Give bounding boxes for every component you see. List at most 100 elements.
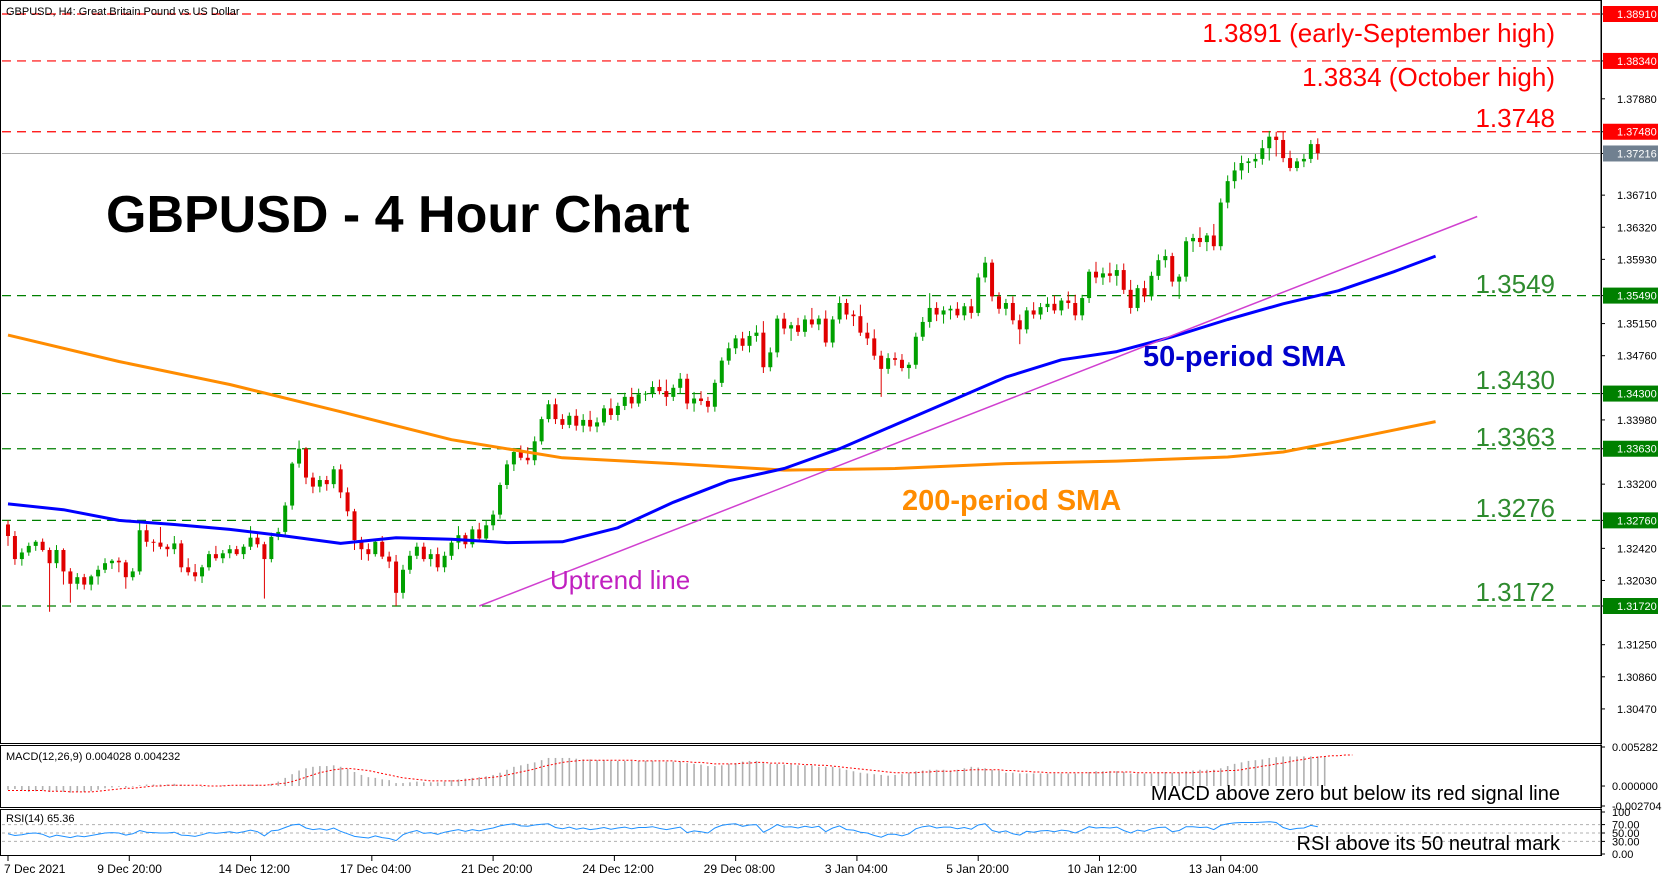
sma200-line [7, 333, 1436, 472]
level-tag-4: 1.35490 [1603, 287, 1658, 304]
candle-body [532, 441, 537, 461]
candle [68, 568, 73, 603]
candle [491, 510, 496, 531]
candle-body [1080, 298, 1085, 316]
time-axis: 7 Dec 2021 9 Dec 20:00 14 Dec 12:00 17 Dec … [4, 856, 1258, 876]
rsi-axis-label: 0.00 [1612, 849, 1633, 861]
rsi-axis-label: 30.00 [1612, 836, 1640, 848]
price-tick-label: 1.35150 [1617, 319, 1657, 331]
candle [754, 325, 759, 342]
candle [996, 292, 1001, 314]
candle-body [130, 571, 135, 578]
candle [331, 466, 336, 489]
candle-body [213, 554, 218, 559]
candle [290, 461, 295, 510]
level-tag-box [1603, 512, 1658, 529]
candle-body [373, 541, 378, 555]
candle [1281, 131, 1286, 163]
level-tag-label: 1.38340 [1617, 56, 1657, 68]
level-tag-label: 1.37480 [1617, 127, 1657, 139]
candle [6, 520, 10, 546]
candle-body [123, 562, 128, 578]
candle [1135, 284, 1140, 312]
candle-body [366, 549, 371, 555]
candle-body [754, 332, 759, 336]
candle [1156, 254, 1161, 280]
candle [1073, 294, 1078, 321]
candle-body [1301, 158, 1306, 162]
candle-body [886, 358, 891, 369]
candle-body [1260, 148, 1265, 159]
candle-body [1294, 161, 1299, 168]
candle [1149, 271, 1154, 301]
sma50-label: 50-period SMA [1143, 341, 1346, 373]
candle [373, 538, 378, 557]
candle-body [705, 400, 710, 407]
candle-body [685, 378, 690, 404]
candle-body [657, 386, 662, 392]
macd-axis-label: 0.000000 [1612, 781, 1658, 793]
candle-body [220, 553, 225, 559]
candle [484, 520, 489, 543]
candle [886, 353, 891, 374]
candle-body [33, 541, 38, 546]
candle [1218, 198, 1223, 251]
candle-body [477, 529, 482, 539]
candle-body [1267, 136, 1272, 149]
candle-body [636, 394, 641, 404]
candle-body [54, 550, 59, 564]
candle-body [1045, 303, 1050, 308]
candle-body [553, 404, 558, 420]
candle [775, 315, 780, 358]
candle [858, 304, 863, 336]
candle-body [172, 543, 177, 550]
candle [345, 487, 350, 517]
level-tag-box [1603, 598, 1658, 614]
candle-body [269, 536, 274, 560]
candle-body [345, 492, 350, 512]
current-price-label: 1.37216 [1617, 148, 1657, 160]
candle-body [733, 338, 738, 349]
current-price-box [1603, 145, 1658, 162]
level-label-7: 1.3276 [1475, 493, 1555, 523]
candle-body [726, 348, 731, 361]
candle [608, 398, 613, 420]
candle-body [206, 554, 211, 568]
level-tag-label: 1.31720 [1617, 601, 1657, 613]
candle-body [186, 567, 191, 573]
candle [525, 447, 530, 465]
candle-body [435, 554, 440, 568]
candle-body [1114, 270, 1119, 276]
uptrend-label: Uptrend line [550, 565, 690, 595]
candle-body [920, 321, 925, 337]
candle [116, 557, 121, 573]
level-label-8: 1.3172 [1475, 577, 1555, 607]
price-tick-label: 1.31250 [1617, 640, 1657, 652]
candle [920, 316, 925, 341]
candle [893, 352, 898, 366]
candle-body [511, 452, 516, 465]
candle-body [47, 550, 52, 564]
time-label: 29 Dec 08:00 [704, 862, 776, 876]
candle-body [352, 511, 357, 541]
level-label-4: 1.3549 [1475, 269, 1555, 299]
candle [601, 405, 606, 426]
candle-body [906, 364, 911, 369]
candle [588, 410, 593, 432]
level-tag-1: 1.38910 [1603, 6, 1658, 22]
candle [1010, 296, 1015, 325]
candle [802, 315, 807, 337]
level-tag-7: 1.32760 [1603, 512, 1658, 529]
level-tag-label: 1.38910 [1617, 9, 1657, 21]
candle [872, 329, 877, 360]
candle [498, 482, 503, 519]
candle [1232, 162, 1237, 189]
candle-body [283, 505, 288, 532]
candle-body [1177, 276, 1182, 282]
candle-body [1142, 288, 1147, 297]
candle [747, 330, 752, 353]
candle [837, 296, 842, 324]
sma200-label: 200-period SMA [902, 485, 1121, 517]
candle [899, 354, 904, 372]
candle [1094, 261, 1099, 284]
